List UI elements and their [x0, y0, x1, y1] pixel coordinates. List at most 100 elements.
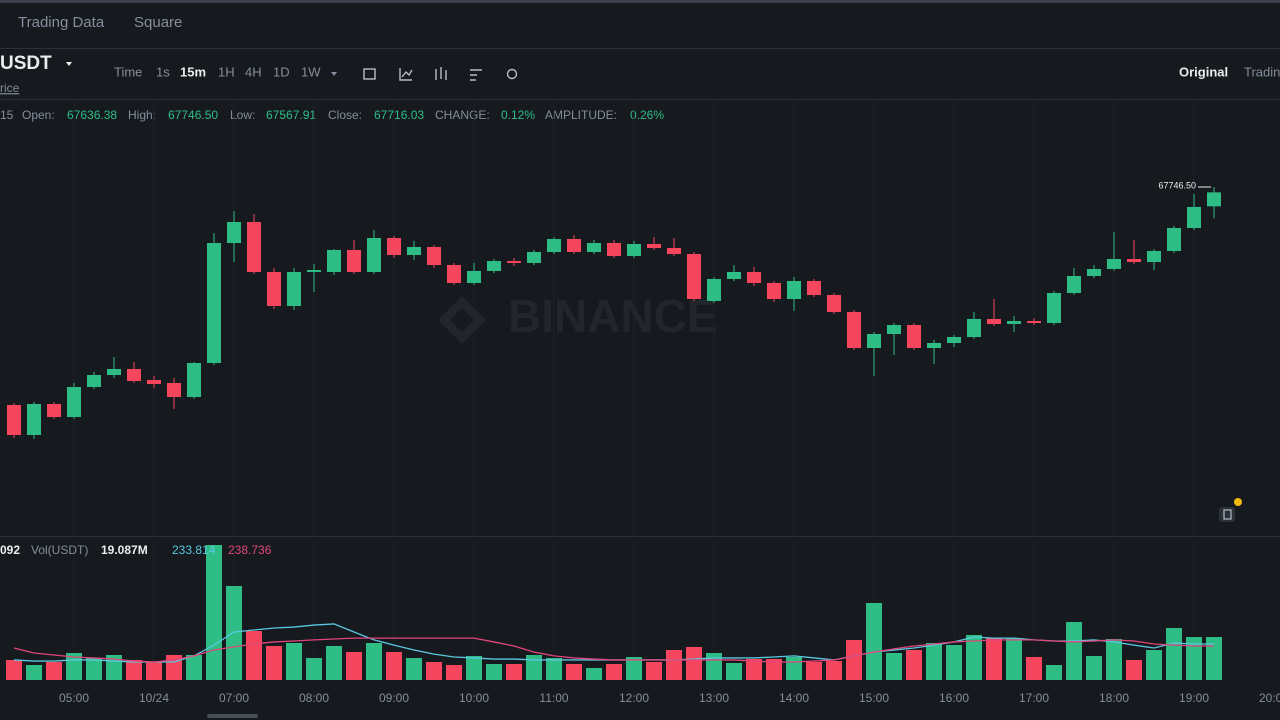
volume-bar: [1086, 655, 1102, 680]
candle-body: [487, 261, 501, 271]
icon-settings[interactable]: [506, 68, 518, 80]
volume-bar: [506, 664, 522, 680]
candle-body: [367, 238, 381, 272]
volume-bar: [146, 662, 162, 680]
candle-body: [907, 325, 921, 348]
candle-body: [47, 404, 61, 417]
x-tick-label: 17:00: [1019, 691, 1049, 705]
interval[interactable]: Time: [114, 64, 142, 79]
symbol[interactable]: USDT: [0, 53, 52, 74]
ohlc-label: Close:: [328, 108, 362, 122]
x-tick-label: 12:00: [619, 691, 649, 705]
volume-bar: [706, 652, 722, 680]
candle-body: [207, 243, 221, 363]
interval[interactable]: 1W: [301, 64, 321, 79]
interval[interactable]: 1D: [273, 64, 290, 79]
volume-bar: [546, 657, 562, 680]
x-tick-label: 14:00: [779, 691, 809, 705]
candle-body: [627, 244, 641, 256]
view-tab[interactable]: Original: [1179, 64, 1228, 79]
alert-icon[interactable]: [1219, 507, 1235, 522]
interval-group: Time 1s 15m 1H 4H 1D 1W: [114, 64, 321, 79]
nav-item[interactable]: Trading Data: [18, 14, 105, 31]
volume-bar: [686, 647, 702, 680]
candle-body: [127, 369, 141, 381]
volume-bar: [26, 665, 42, 680]
interval[interactable]: 15m: [180, 64, 206, 79]
icon-layout[interactable]: [470, 69, 482, 81]
candle-body: [427, 247, 441, 265]
nav-item[interactable]: Square: [134, 14, 182, 31]
scrollbar[interactable]: [207, 714, 258, 718]
candle-body: [1147, 251, 1161, 262]
candle-body: [887, 325, 901, 334]
volume-pane: [6, 545, 1222, 680]
icon-chart[interactable]: [399, 68, 413, 81]
candle-body: [167, 383, 181, 397]
ohlc-label: Low:: [230, 108, 255, 122]
high-label: 67746.50: [1158, 180, 1196, 190]
x-tick-label: 18:00: [1099, 691, 1129, 705]
volume-bar: [726, 662, 742, 680]
volume-prefix: 092: [0, 543, 20, 557]
icon-indicator[interactable]: [363, 68, 376, 80]
volume-ma: 233.814: [172, 543, 216, 557]
volume-bar: [486, 664, 502, 680]
ohlc-prefix: 15: [0, 108, 14, 122]
icon-candles[interactable]: [435, 67, 447, 80]
volume-bar: [586, 667, 602, 680]
candle-body: [187, 363, 201, 397]
candle-body: [267, 272, 281, 306]
volume-bar: [6, 660, 22, 680]
volume-bar: [966, 635, 982, 680]
view-tab[interactable]: TradingView: [1244, 64, 1280, 79]
price-link[interactable]: Price: [0, 81, 20, 95]
candle-body: [647, 244, 661, 248]
volume-bar: [126, 660, 142, 680]
alert-button[interactable]: [1219, 498, 1242, 522]
volume-bar: [1106, 639, 1122, 680]
volume-bar: [666, 650, 682, 680]
candle-body: [787, 281, 801, 299]
volume-bar: [186, 655, 202, 680]
candle-body: [1047, 293, 1061, 323]
candle-body: [1027, 321, 1041, 323]
candle-body: [1127, 259, 1141, 262]
candle-body: [327, 250, 341, 272]
volume-bar: [366, 642, 382, 680]
interval[interactable]: 1H: [218, 64, 235, 79]
candle-body: [1187, 207, 1201, 228]
volume-bar: [466, 655, 482, 680]
volume-bar: [266, 645, 282, 680]
interval[interactable]: 4H: [245, 64, 262, 79]
ohlc-value: 67746.50: [168, 108, 218, 122]
candle-body: [987, 319, 1001, 324]
interval[interactable]: 1s: [156, 64, 170, 79]
volume-bar: [786, 657, 802, 680]
x-tick-label: 13:00: [699, 691, 729, 705]
volume-bar: [526, 655, 542, 680]
interval-caret[interactable]: [331, 72, 337, 76]
volume-bar: [606, 664, 622, 680]
volume-bar: [926, 642, 942, 680]
volume-bar: [1006, 637, 1022, 680]
candle-body: [467, 271, 481, 283]
volume-bar: [1046, 665, 1062, 680]
candle-body: [1087, 269, 1101, 276]
ohlc-value: 67636.38: [67, 108, 117, 122]
candle-body: [447, 265, 461, 283]
candle-body: [287, 272, 301, 306]
volume-bar: [886, 652, 902, 680]
volume-ma-line: [13, 637, 1214, 663]
symbol-caret[interactable]: [66, 62, 72, 66]
volume-bar: [406, 657, 422, 680]
volume-bar: [206, 545, 222, 680]
ohlc-label: CHANGE:: [435, 108, 490, 122]
candle-body: [1207, 192, 1221, 207]
candle-body: [347, 250, 361, 272]
candle-body: [247, 222, 261, 272]
volume-bar: [1126, 660, 1142, 680]
volume-bar: [1066, 622, 1082, 680]
x-tick-label: 05:00: [59, 691, 89, 705]
